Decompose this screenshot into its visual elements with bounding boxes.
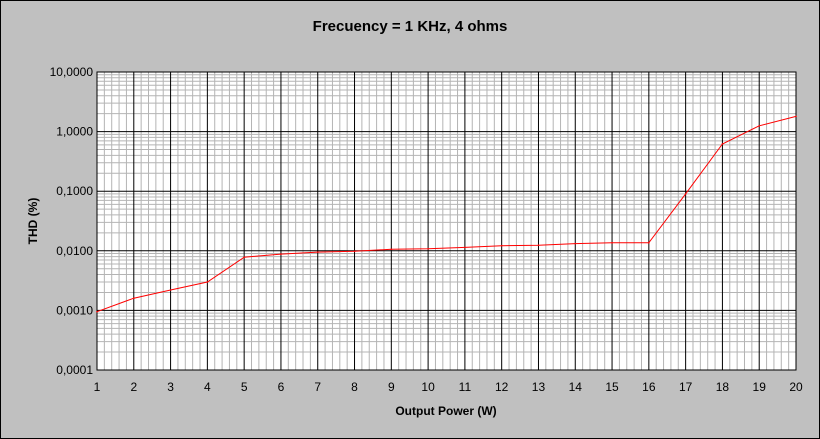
x-axis-label: Output Power (W) (395, 404, 497, 418)
data-point (574, 242, 577, 245)
x-tick-label: 5 (241, 380, 248, 394)
y-tick-label: 0,0001 (56, 363, 93, 377)
y-tick-label: 1,0000 (56, 125, 93, 139)
data-point (684, 193, 687, 195)
x-tick-label: 16 (642, 380, 656, 394)
data-point (537, 244, 540, 247)
data-point (648, 242, 650, 244)
x-tick-label: 10 (421, 380, 435, 394)
x-tick-label: 20 (789, 380, 803, 394)
data-point (390, 248, 393, 251)
y-tick-label: 10,0000 (50, 65, 94, 79)
x-tick-label: 18 (716, 380, 730, 394)
data-point (169, 289, 172, 291)
data-point (758, 125, 761, 127)
x-tick-label: 2 (130, 380, 137, 394)
data-point (243, 256, 245, 259)
data-point (795, 115, 797, 118)
data-point (500, 244, 503, 247)
data-point (280, 253, 282, 255)
data-point (132, 297, 135, 300)
data-point (464, 246, 466, 249)
data-point (611, 242, 613, 244)
chart-title: Frecuency = 1 KHz, 4 ohms (312, 18, 508, 35)
y-tick-label: 0,0010 (56, 303, 93, 317)
data-point (353, 250, 356, 253)
series-line (96, 115, 797, 313)
data-point (316, 251, 319, 253)
x-tick-label: 7 (314, 380, 321, 394)
x-tick-label: 12 (495, 380, 509, 394)
x-tick-label: 3 (167, 380, 174, 394)
y-tick-label: 0,0100 (56, 244, 93, 258)
x-tick-label: 9 (388, 380, 395, 394)
x-tick-label: 8 (351, 380, 358, 394)
data-point (721, 143, 724, 145)
x-tick-label: 4 (204, 380, 211, 394)
x-tick-label: 6 (278, 380, 285, 394)
plot-area (97, 72, 796, 370)
x-tick-label: 17 (679, 380, 693, 394)
x-tick-label: 13 (532, 380, 546, 394)
x-tick-label: 1 (94, 380, 101, 394)
y-axis-label: THD (%) (26, 197, 40, 245)
x-tick-label: 14 (569, 380, 583, 394)
data-point (427, 248, 429, 250)
data-point (206, 281, 209, 283)
data-point (96, 310, 98, 313)
y-tick-label: 0,1000 (56, 184, 93, 198)
plot-border (96, 71, 797, 371)
x-tick-label: 19 (753, 380, 767, 394)
x-tick-label: 11 (459, 380, 472, 394)
x-tick-label: 15 (605, 380, 619, 394)
